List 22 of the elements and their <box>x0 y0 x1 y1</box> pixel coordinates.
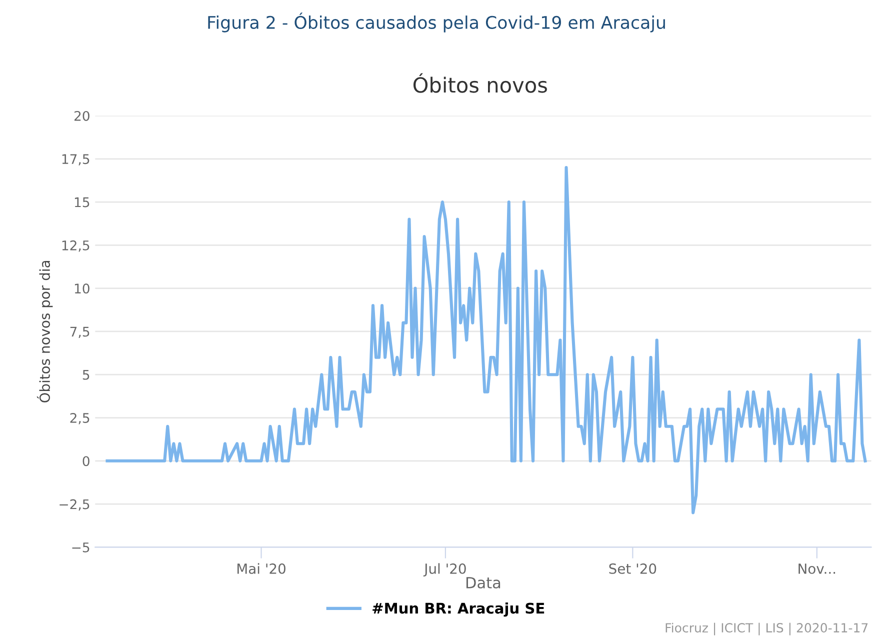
y-tick-label: 5 <box>82 370 90 380</box>
x-tick-label: Jul '20 <box>423 563 466 576</box>
y-tick-label: 10 <box>74 284 90 294</box>
y-tick-label: −2,5 <box>60 499 90 511</box>
y-tick-label: 15 <box>74 197 90 208</box>
legend-label: #Mun BR: Aracaju SE <box>372 602 544 617</box>
y-tick-label: −5 <box>72 542 90 552</box>
x-axis-title: Data <box>466 577 500 588</box>
x-tick-label: Mai '20 <box>237 563 286 574</box>
x-tick-label: Nov... <box>798 564 836 574</box>
line-series <box>106 166 867 514</box>
y-tick-label: 12,5 <box>62 240 90 252</box>
y-tick-label: 20 <box>74 110 90 121</box>
y-tick-label: 0 <box>82 456 90 466</box>
chart-title: Figura 2 - Óbitos causados pela Covid-19 em Aracaju <box>208 12 665 32</box>
y-tick-label: 2,5 <box>70 412 90 424</box>
text: Fiocruz | ICICT | LIS | 2020-11-17 <box>666 622 868 636</box>
y-tick-label: 17,5 <box>62 154 90 166</box>
x-tick-label: Set '20 <box>609 563 656 574</box>
y-tick-label: 7,5 <box>70 326 90 338</box>
chart-subtitle: Óbitos novos <box>413 73 547 93</box>
y-axis-title: Óbitos novos por dia <box>36 260 53 402</box>
